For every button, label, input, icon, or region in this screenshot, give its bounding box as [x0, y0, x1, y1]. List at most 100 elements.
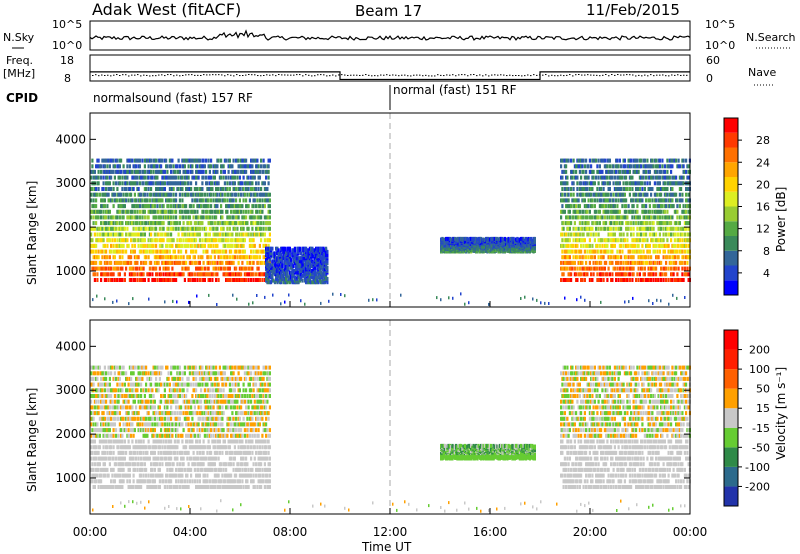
heatmap-cell	[101, 187, 104, 191]
heatmap-cell	[112, 243, 115, 248]
heatmap-cell	[252, 272, 255, 277]
heatmap-cell	[530, 240, 533, 245]
heatmap-cell	[206, 209, 209, 214]
heatmap-cell	[237, 169, 240, 174]
heatmap-cell	[191, 238, 194, 243]
heatmap-cell	[636, 249, 639, 254]
heatmap-cell	[572, 198, 575, 203]
heatmap-cell	[610, 192, 613, 197]
heatmap-cell	[161, 169, 164, 174]
heatmap-cell	[561, 175, 564, 180]
heatmap-cell	[148, 169, 151, 174]
heatmap-cell	[118, 215, 121, 220]
heatmap-cell	[131, 221, 134, 226]
heatmap-cell	[92, 198, 95, 203]
heatmap-cell	[632, 164, 635, 169]
heatmap-cell	[630, 232, 633, 237]
heatmap-cell	[98, 226, 101, 231]
heatmap-cell	[213, 209, 216, 214]
heatmap-cell	[292, 280, 295, 285]
heatmap-cell	[578, 266, 581, 271]
heatmap-cell	[325, 253, 328, 257]
heatmap-cell	[312, 254, 315, 259]
heatmap-cell	[628, 181, 631, 186]
heatmap-cell	[585, 158, 588, 163]
heatmap-cell	[206, 266, 209, 271]
heatmap-cell	[616, 192, 619, 197]
nave-point	[401, 74, 403, 76]
heatmap-cell	[170, 243, 173, 248]
heatmap-cell	[475, 236, 478, 241]
heatmap-cell	[251, 215, 254, 220]
heatmap-cell	[600, 198, 603, 203]
heatmap-cell	[117, 209, 120, 214]
nave-point	[641, 75, 643, 77]
heatmap-cell	[288, 246, 291, 251]
heatmap-cell	[208, 215, 211, 220]
heatmap-cell	[150, 209, 153, 214]
heatmap-cell	[592, 260, 595, 265]
heatmap-cell	[291, 248, 294, 253]
heatmap-cell	[103, 169, 106, 174]
heatmap-cell	[587, 232, 590, 237]
heatmap-cell	[255, 164, 258, 169]
heatmap-cell	[131, 187, 134, 191]
heatmap-cell	[317, 257, 320, 262]
heatmap-cell	[142, 169, 145, 174]
heatmap-cell	[130, 255, 133, 260]
heatmap-cell	[636, 238, 639, 243]
heatmap-cell	[275, 246, 278, 251]
heatmap-cell	[608, 181, 611, 186]
heatmap-cell	[231, 192, 234, 197]
nave-point	[503, 74, 505, 76]
heatmap-cell	[605, 209, 608, 214]
heatmap-cell	[640, 232, 643, 237]
heatmap-cell	[577, 238, 580, 243]
heatmap-cell	[451, 236, 454, 241]
heatmap-cell	[495, 244, 498, 249]
nave-point	[275, 75, 277, 77]
heatmap-cell	[452, 236, 455, 241]
heatmap-cell	[616, 238, 619, 243]
heatmap-cell	[231, 164, 234, 169]
heatmap-cell	[102, 164, 105, 169]
heatmap-cell	[138, 158, 141, 163]
heatmap-cell	[238, 272, 241, 277]
heatmap-cell	[448, 240, 451, 245]
heatmap-cell	[137, 255, 140, 260]
heatmap-cell	[566, 215, 569, 220]
heatmap-cell	[110, 169, 113, 174]
heatmap-cell	[250, 192, 253, 197]
nave-point	[383, 74, 385, 76]
heatmap-cell	[625, 187, 628, 191]
heatmap-cell	[512, 245, 515, 250]
heatmap-cell	[238, 187, 241, 191]
heatmap-cell	[130, 209, 133, 214]
heatmap-cell	[233, 255, 236, 260]
heatmap-cell	[182, 181, 185, 186]
heatmap-cell	[582, 181, 585, 186]
heatmap-cell	[585, 204, 588, 209]
heatmap-cell	[593, 238, 596, 243]
heatmap-cell	[241, 243, 244, 248]
heatmap-cell	[155, 192, 158, 197]
heatmap-cell	[470, 236, 473, 241]
nave-point	[299, 74, 301, 76]
heatmap-cell	[285, 261, 288, 265]
heatmap-cell	[251, 204, 254, 209]
heatmap-cell	[90, 175, 93, 180]
heatmap-cell	[146, 181, 149, 186]
heatmap-cell	[181, 232, 184, 237]
heatmap-cell	[117, 204, 120, 209]
heatmap-cell	[635, 169, 638, 174]
heatmap-cell	[531, 238, 534, 243]
heatmap-cell	[152, 215, 155, 220]
heatmap-cell	[258, 204, 261, 209]
heatmap-cell	[210, 192, 213, 197]
heatmap-cell	[577, 198, 580, 203]
heatmap-cell	[160, 198, 163, 203]
heatmap-cell	[585, 215, 588, 220]
heatmap-cell	[168, 260, 171, 265]
heatmap-cell	[282, 277, 285, 281]
heatmap-cell	[636, 187, 639, 191]
